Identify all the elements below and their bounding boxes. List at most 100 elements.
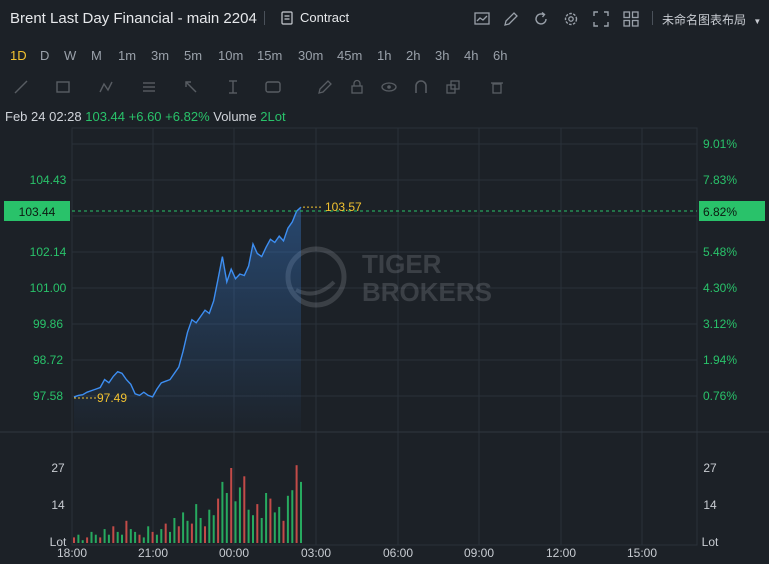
volume-bar	[160, 529, 163, 543]
volume-axis-label-left: Lot	[50, 535, 67, 549]
volume-bar	[151, 531, 154, 543]
grid-layout-icon[interactable]	[622, 10, 640, 28]
volume-bar	[164, 523, 167, 543]
trash-icon[interactable]	[488, 78, 506, 96]
timeframe-10m[interactable]: 10m	[218, 48, 244, 63]
timeframe-1D[interactable]: 1D	[10, 48, 27, 63]
ohlc-info-bar: Feb 24 02:28 103.44 +6.60 +6.82% Volume …	[5, 109, 286, 124]
timeframe-5m[interactable]: 5m	[184, 48, 203, 63]
measure-icon[interactable]	[224, 78, 242, 96]
volume-bar	[230, 468, 233, 543]
x-tick-label: 09:00	[464, 546, 494, 560]
pen-icon[interactable]	[316, 78, 334, 96]
lock-icon[interactable]	[348, 78, 366, 96]
timeframe-45m[interactable]: 45m	[337, 48, 363, 63]
volume-bar	[195, 504, 198, 543]
volume-bar	[138, 534, 141, 543]
x-tick-label: 00:00	[219, 546, 249, 560]
volume-bar	[169, 531, 171, 543]
price-axis-label: 102.14	[30, 245, 67, 259]
x-tick-label: 18:00	[57, 546, 87, 560]
volume-bar	[190, 523, 193, 543]
magnet-icon[interactable]	[412, 78, 430, 96]
volume-bar	[116, 531, 119, 543]
price-axis-label: 99.86	[33, 317, 63, 331]
current-pct-tag-bg	[699, 201, 765, 221]
timeframe-3m[interactable]: 3m	[151, 48, 170, 63]
layout-name-label: 未命名图表布局	[662, 13, 747, 27]
volume-bar	[234, 501, 237, 543]
watermark-line-1: TIGER	[362, 249, 442, 279]
refresh-icon[interactable]	[532, 10, 550, 28]
timeframe-3h[interactable]: 3h	[435, 48, 450, 63]
volume-bar	[256, 504, 259, 543]
price-area	[74, 207, 301, 432]
volume-bar	[142, 537, 145, 543]
price-axis-label: 101.00	[30, 281, 67, 295]
instrument-title: Brent Last Day Financial - main 2204	[10, 10, 257, 27]
volume-bar	[265, 493, 268, 543]
clone-icon[interactable]	[444, 78, 462, 96]
pct-axis-label: 5.48%	[703, 245, 737, 259]
pct-axis-label: 4.30%	[703, 281, 737, 295]
volume-bar	[173, 518, 176, 543]
text-icon[interactable]	[264, 78, 282, 96]
volume-axis-label-right: Lot	[702, 535, 719, 549]
pct-axis-label: 1.94%	[703, 353, 737, 367]
timeframe-M[interactable]: M	[91, 48, 102, 63]
trendline-icon[interactable]	[12, 78, 30, 96]
timeframe-D[interactable]: D	[40, 48, 50, 63]
volume-bar	[155, 534, 158, 543]
volume-bar	[282, 520, 285, 543]
contract-button[interactable]: Contract	[280, 10, 349, 25]
plot-frame	[71, 127, 698, 546]
x-tick-label: 12:00	[546, 546, 576, 560]
fullscreen-icon[interactable]	[592, 10, 610, 28]
volume-bar	[291, 490, 294, 543]
arrow-icon[interactable]	[182, 78, 200, 96]
volume-bar	[121, 534, 123, 543]
info-volume-value: 2Lot	[260, 109, 286, 124]
volume-bar	[221, 481, 224, 543]
timeframe-6h[interactable]: 6h	[493, 48, 508, 63]
price-line	[73, 206, 302, 398]
price-axis-label: 97.58	[33, 389, 63, 403]
volume-bar	[300, 481, 302, 543]
timeframe-30m[interactable]: 30m	[298, 48, 324, 63]
watermark: TIGER BROKERS	[285, 246, 492, 308]
chart-grid	[0, 127, 769, 546]
pattern-icon[interactable]	[98, 78, 116, 96]
layout-selector[interactable]: 未命名图表布局 ▼	[662, 11, 761, 28]
volume-bar	[278, 506, 281, 543]
volume-bar	[186, 520, 189, 543]
current-price-tag-bg	[4, 201, 70, 221]
volume-bar	[125, 520, 128, 543]
settings-icon[interactable]	[562, 10, 580, 28]
fib-icon[interactable]	[140, 78, 158, 96]
volume-bar	[208, 509, 211, 543]
price-markers: 103.44 6.82% 103.57 97.49	[4, 200, 765, 405]
rectangle-icon[interactable]	[54, 78, 72, 96]
eye-icon[interactable]	[380, 78, 398, 96]
price-area-fill	[74, 207, 301, 432]
timeframe-4h[interactable]: 4h	[464, 48, 479, 63]
high-marker-label: 103.57	[325, 200, 362, 214]
volume-bar	[243, 476, 246, 543]
draw-icon[interactable]	[502, 10, 520, 28]
chart-type-icon[interactable]	[473, 10, 491, 28]
pct-axis-label: 0.76%	[703, 389, 737, 403]
timeframe-2h[interactable]: 2h	[406, 48, 421, 63]
timeframe-15m[interactable]: 15m	[257, 48, 283, 63]
timeframe-1m[interactable]: 1m	[118, 48, 137, 63]
volume-bar	[269, 498, 272, 543]
timeframe-W[interactable]: W	[64, 48, 77, 63]
caret-down-icon: ▼	[753, 17, 762, 26]
document-icon	[281, 10, 293, 25]
volume-bar	[177, 526, 180, 543]
volume-bar	[260, 518, 263, 543]
volume-bar	[134, 531, 137, 543]
drawing-toolbar	[0, 76, 769, 98]
volume-bar	[273, 512, 276, 543]
timeframe-1h[interactable]: 1h	[377, 48, 392, 63]
